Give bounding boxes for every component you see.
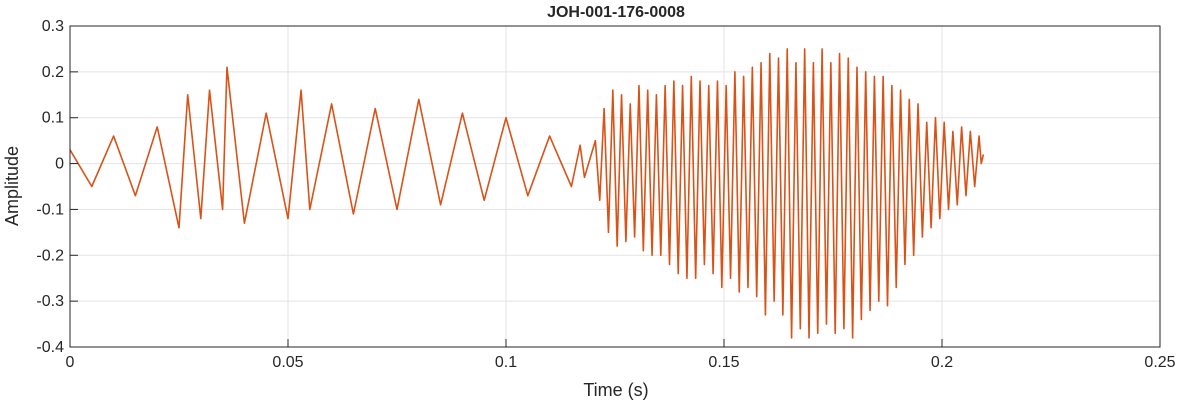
x-tick-label: 0.05 [272, 354, 303, 371]
y-axis-label: Amplitude [2, 146, 22, 226]
x-axis-label: Time (s) [583, 380, 648, 400]
y-tick-label: 0.2 [42, 64, 64, 81]
y-tick-label: -0.2 [36, 247, 64, 264]
x-tick-label: 0.1 [495, 354, 517, 371]
x-tick-label: 0.2 [931, 354, 953, 371]
plot-frame [69, 25, 1161, 348]
y-tick-label: 0.1 [42, 110, 64, 127]
x-tick-label: 0.15 [708, 354, 739, 371]
y-tick-label: -0.3 [36, 293, 64, 310]
y-axis-ticks: 0.3 0.2 0.1 0 -0.1 -0.2 -0.3 -0.4 [36, 18, 78, 356]
y-tick-label: 0 [55, 156, 64, 173]
x-axis-ticks: 0 0.05 0.1 0.15 0.2 0.25 [66, 339, 1176, 371]
signal-line [69, 48, 985, 339]
y-tick-label: -0.4 [36, 339, 64, 356]
y-tick-label: 0.3 [42, 18, 64, 35]
y-tick-label: -0.1 [36, 201, 64, 218]
chart-title: JOH-001-176-0008 [547, 4, 685, 21]
x-tick-label: 0.25 [1144, 354, 1175, 371]
x-tick-label: 0 [66, 354, 75, 371]
